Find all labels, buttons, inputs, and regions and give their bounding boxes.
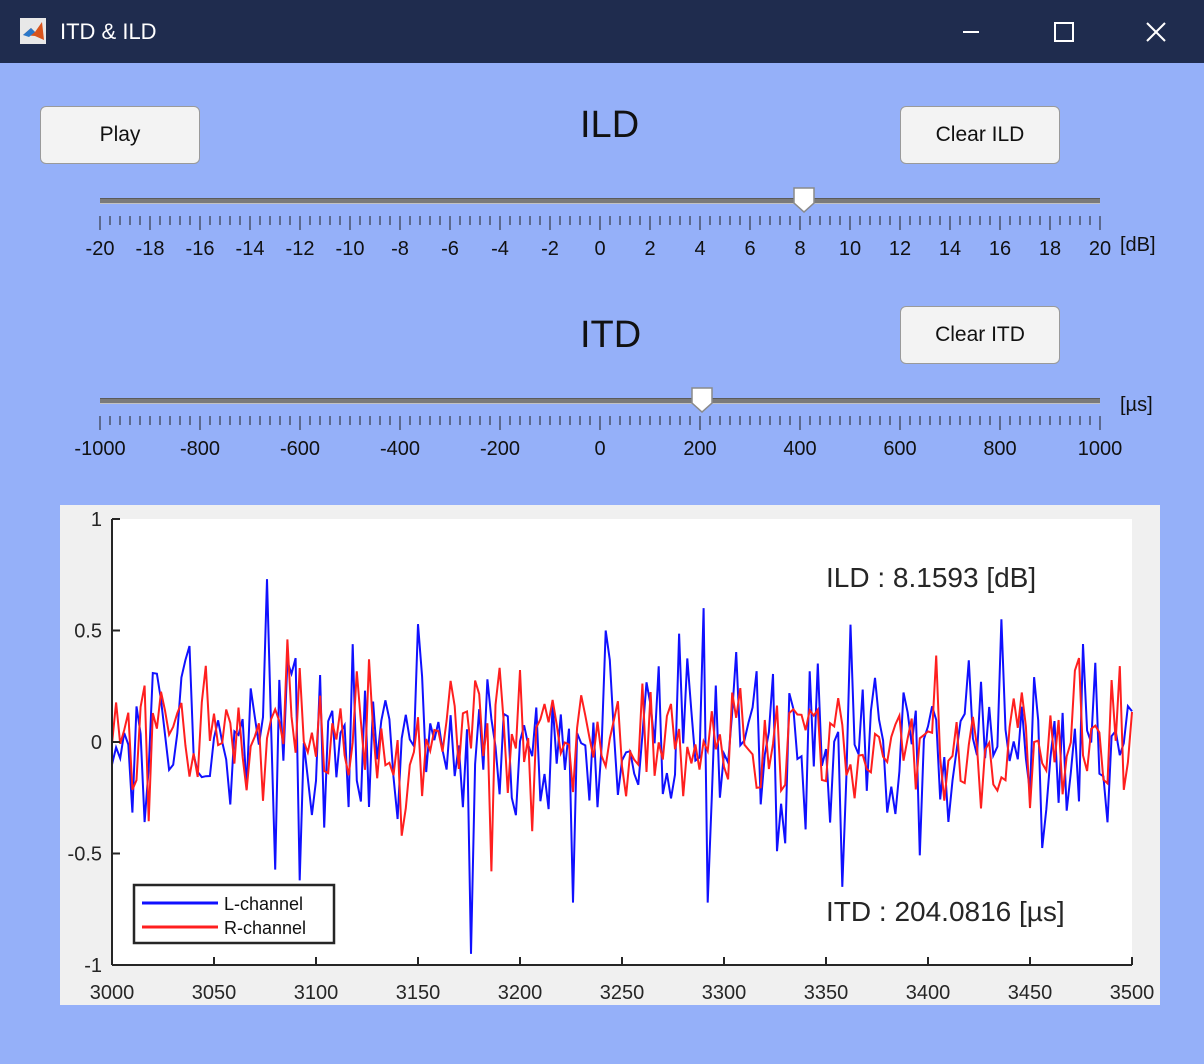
minimize-button[interactable] bbox=[948, 10, 994, 54]
ild-tick-label: -18 bbox=[136, 238, 165, 261]
ild-tick-label: 18 bbox=[1039, 238, 1061, 261]
itd-tick-label: -1000 bbox=[74, 438, 125, 461]
ild-tick-label: 20 bbox=[1089, 238, 1111, 261]
ild-tick-label: -6 bbox=[441, 238, 459, 261]
legend-label: L-channel bbox=[224, 894, 303, 914]
ild-tick-label: -10 bbox=[336, 238, 365, 261]
ild-tick-label: 6 bbox=[744, 238, 755, 261]
itd-heading: ITD bbox=[580, 314, 641, 357]
x-tick-label: 3100 bbox=[294, 982, 339, 1004]
y-tick-label: -0.5 bbox=[68, 844, 102, 866]
legend[interactable]: L-channel R-channel bbox=[134, 885, 334, 943]
window-title: ITD & ILD bbox=[60, 19, 157, 45]
y-tick-label: 1 bbox=[91, 509, 102, 531]
waveform-plot[interactable]: 1 0.5 0 -0.5 -1 3000 3050 3100 3150 3200 3250 3300 3… bbox=[60, 505, 1160, 1005]
itd-tick-label: 200 bbox=[683, 438, 716, 461]
itd-tick-label: 1000 bbox=[1078, 438, 1123, 461]
clear-itd-button[interactable]: Clear ITD bbox=[900, 306, 1060, 364]
x-tick-label: 3050 bbox=[192, 982, 237, 1004]
x-tick-label: 3000 bbox=[90, 982, 135, 1004]
itd-tick-label: -600 bbox=[280, 438, 320, 461]
ild-slider-ticks bbox=[0, 214, 1204, 234]
ild-tick-label: 4 bbox=[694, 238, 705, 261]
ild-annotation: ILD : 8.1593 [dB] bbox=[826, 562, 1036, 593]
y-tick-label: 0 bbox=[91, 732, 102, 754]
clear-ild-button[interactable]: Clear ILD bbox=[900, 106, 1060, 164]
x-tick-label: 3300 bbox=[702, 982, 747, 1004]
x-tick-label: 3400 bbox=[906, 982, 951, 1004]
maximize-button[interactable] bbox=[1041, 10, 1087, 54]
ild-tick-label: -14 bbox=[236, 238, 265, 261]
itd-annotation: ITD : 204.0816 [µs] bbox=[826, 896, 1065, 927]
ild-tick-label: 16 bbox=[989, 238, 1011, 261]
ild-tick-label: -2 bbox=[541, 238, 559, 261]
itd-tick-label: -200 bbox=[480, 438, 520, 461]
ild-tick-label: 10 bbox=[839, 238, 861, 261]
close-icon bbox=[1146, 22, 1166, 42]
y-tick-label: 0.5 bbox=[74, 621, 102, 643]
x-tick-label: 3200 bbox=[498, 982, 543, 1004]
ild-slider-track[interactable] bbox=[100, 198, 1100, 204]
itd-tick-label: 800 bbox=[983, 438, 1016, 461]
ild-unit-label: [dB] bbox=[1120, 234, 1156, 257]
matlab-logo-icon bbox=[20, 18, 46, 44]
x-tick-label: 3500 bbox=[1110, 982, 1155, 1004]
y-tick-label: -1 bbox=[84, 955, 102, 977]
close-button[interactable] bbox=[1133, 10, 1179, 54]
ild-tick-label: -4 bbox=[491, 238, 509, 261]
itd-slider-thumb[interactable] bbox=[691, 387, 713, 413]
itd-tick-label: -800 bbox=[180, 438, 220, 461]
minimize-icon bbox=[962, 23, 980, 41]
ild-tick-label: -20 bbox=[86, 238, 115, 261]
itd-tick-label: -400 bbox=[380, 438, 420, 461]
itd-slider-track[interactable] bbox=[100, 398, 1100, 404]
itd-unit-label: [µs] bbox=[1120, 394, 1153, 417]
x-tick-label: 3450 bbox=[1008, 982, 1053, 1004]
ild-tick-label: 0 bbox=[594, 238, 605, 261]
itd-tick-label: 400 bbox=[783, 438, 816, 461]
itd-tick-label: 0 bbox=[594, 438, 605, 461]
x-tick-label: 3350 bbox=[804, 982, 849, 1004]
itd-slider-ticks bbox=[0, 414, 1204, 434]
ild-tick-label: -8 bbox=[391, 238, 409, 261]
x-tick-label: 3150 bbox=[396, 982, 441, 1004]
play-button[interactable]: Play bbox=[40, 106, 200, 164]
ild-tick-label: -16 bbox=[186, 238, 215, 261]
title-bar: ITD & ILD bbox=[0, 0, 1204, 63]
ild-tick-label: 12 bbox=[889, 238, 911, 261]
legend-label: R-channel bbox=[224, 918, 306, 938]
ild-slider-thumb[interactable] bbox=[793, 187, 815, 213]
maximize-icon bbox=[1054, 22, 1074, 42]
x-tick-label: 3250 bbox=[600, 982, 645, 1004]
ild-tick-label: 2 bbox=[644, 238, 655, 261]
ild-heading: ILD bbox=[580, 104, 639, 147]
ild-tick-label: 14 bbox=[939, 238, 961, 261]
ild-tick-label: -12 bbox=[286, 238, 315, 261]
itd-tick-label: 600 bbox=[883, 438, 916, 461]
ild-tick-label: 8 bbox=[794, 238, 805, 261]
